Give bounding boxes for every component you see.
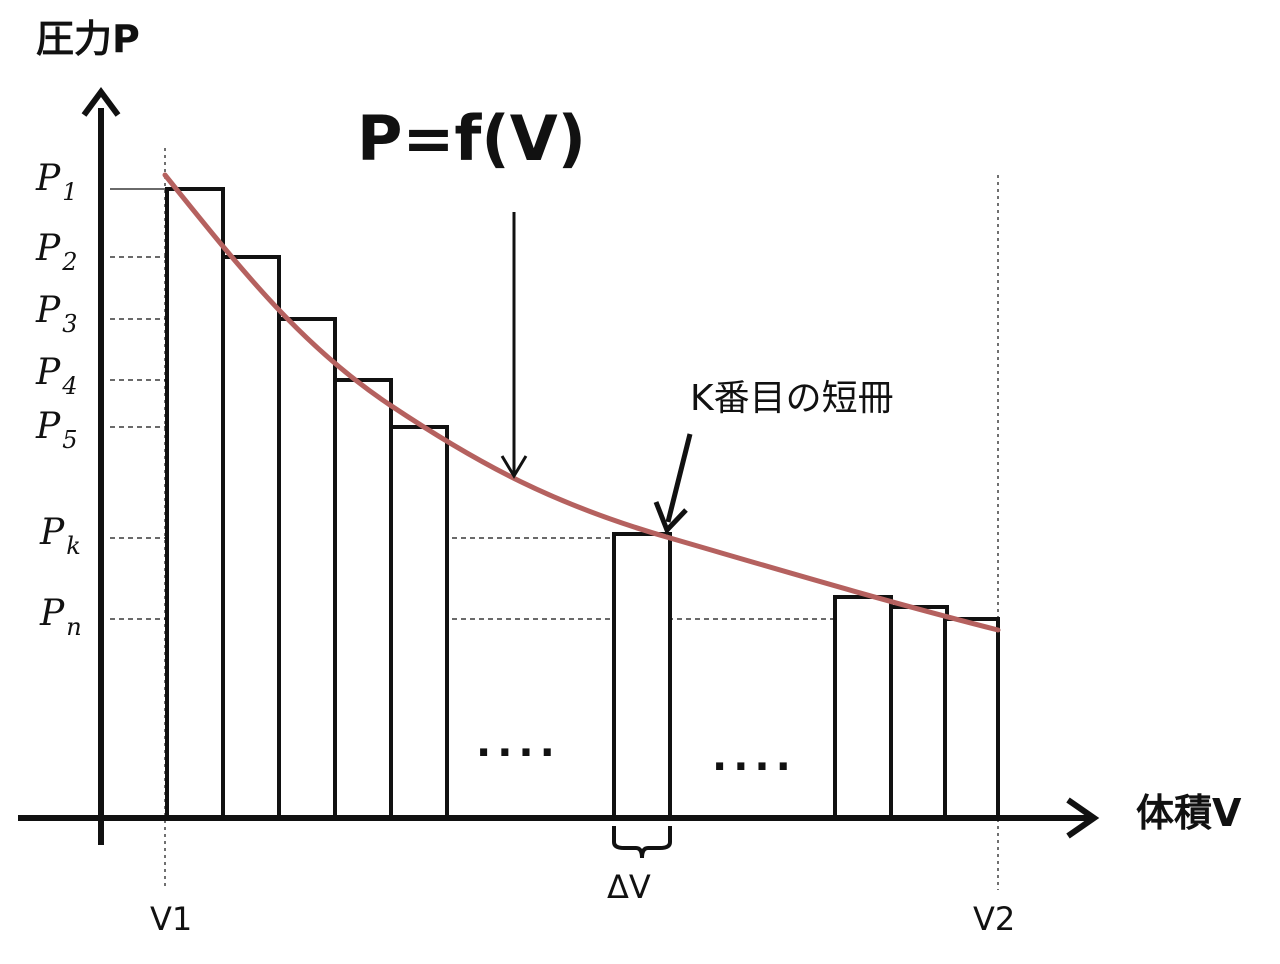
p-level-label: P3	[35, 290, 78, 338]
strips	[165, 187, 1000, 819]
p-level-labels: P1 P2 P3 P4 P5 Pk Pn	[35, 158, 82, 641]
strip-2	[221, 255, 281, 819]
strip-3	[277, 317, 337, 819]
delta-v-brace	[612, 826, 672, 859]
v2-label: V2	[973, 900, 1015, 938]
strip-n-1	[889, 605, 949, 819]
p-level-label: P1	[35, 158, 78, 206]
p-level-label: Pk	[39, 512, 81, 560]
strip-annotation-label: K番目の短冊	[690, 378, 894, 419]
p-level-label: P2	[35, 228, 78, 276]
y-axis-label: 圧力P	[36, 17, 140, 61]
delta-v-label: ΔV	[607, 868, 651, 906]
strip-n	[943, 617, 1000, 819]
strip-k	[612, 532, 672, 819]
strip-arrow-head	[653, 501, 688, 535]
p-level-label: P4	[35, 352, 78, 400]
ellipsis-left: ....	[476, 720, 561, 766]
axes	[18, 86, 1100, 845]
strip-5	[389, 425, 449, 819]
p-level-label: P5	[35, 406, 78, 454]
pressure-curve	[162, 172, 1001, 633]
ellipsis-right: ....	[712, 734, 797, 780]
formula-arrow-head	[500, 455, 528, 479]
strip-n-2	[833, 595, 893, 819]
v1-label: V1	[150, 900, 192, 938]
formula-label: P=f(V)	[357, 102, 586, 175]
x-axis-label: 体積V	[1136, 791, 1242, 835]
p-level-label: Pn	[39, 593, 82, 641]
formula-arrow	[500, 212, 528, 479]
strip-arrow	[653, 433, 693, 535]
x-axis-arrowhead	[1066, 797, 1100, 839]
strip-4	[333, 378, 393, 819]
strip-1	[165, 187, 225, 819]
y-axis-arrowhead	[81, 86, 121, 117]
strip-arrow-shaft	[665, 433, 693, 523]
